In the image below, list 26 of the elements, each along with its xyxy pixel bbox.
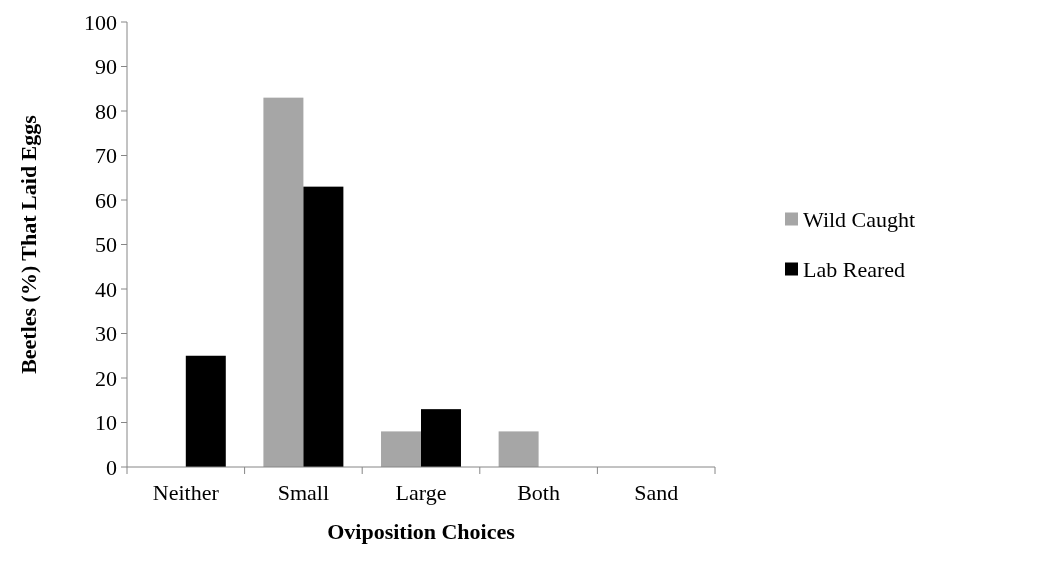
y-tick-label: 0	[106, 454, 117, 480]
x-tick-label: Sand	[634, 480, 679, 505]
bar	[303, 186, 344, 467]
legend-label: Wild Caught	[803, 207, 916, 233]
bar	[498, 431, 539, 467]
y-tick-label: 70	[95, 143, 117, 169]
x-tick-label: Large	[395, 480, 447, 505]
y-tick-label: 30	[95, 321, 117, 347]
x-tick-label: Neither	[152, 480, 220, 505]
y-tick-label: 40	[95, 276, 117, 302]
y-tick-label: 60	[95, 187, 117, 213]
y-tick-label: 10	[95, 410, 117, 436]
bar	[263, 97, 304, 467]
y-tick-label: 90	[95, 54, 117, 80]
x-axis-title: Oviposition Choices	[327, 519, 516, 544]
bar	[381, 431, 421, 467]
y-tick-label: 20	[95, 365, 117, 391]
legend-label: Lab Reared	[803, 257, 905, 283]
y-tick-label: 100	[84, 9, 117, 35]
bar	[185, 355, 226, 467]
bar	[421, 409, 461, 467]
x-tick-label: Both	[517, 480, 560, 505]
x-tick-label: Small	[277, 480, 330, 505]
y-axis-title: Beetles (%) That Laid Eggs	[16, 114, 41, 374]
y-tick-label: 50	[95, 232, 117, 258]
y-tick-label: 80	[95, 98, 117, 124]
